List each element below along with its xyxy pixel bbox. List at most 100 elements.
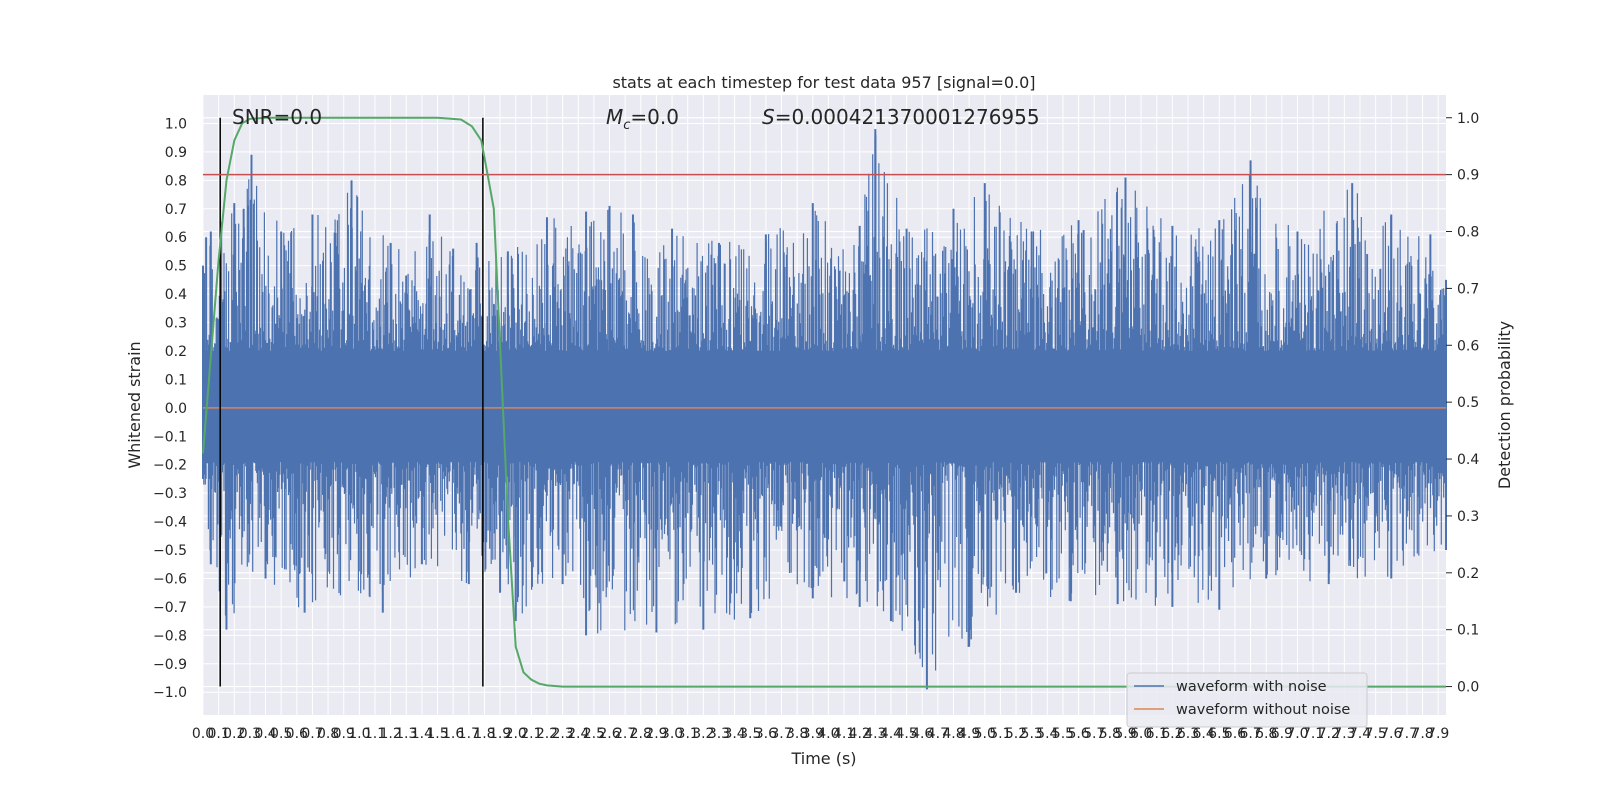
y-tick-label-left: 0.4 (165, 287, 187, 303)
x-tick-label: 5.4 (1036, 726, 1058, 742)
x-tick-label: 6.2 (1161, 726, 1183, 742)
x-tick-label: 7.9 (1427, 726, 1449, 742)
y-tick-label-left: 0.0 (165, 401, 187, 417)
left-y-axis-ticks: 1.0 0.9 0.8 0.7 0.6 0.5 0.4 0.3 0.2 0.1 0.0 −0.1 −0.… (153, 116, 187, 701)
x-tick-label: 4.2 (849, 726, 871, 742)
x-tick-label: 0.8 (317, 726, 339, 742)
waveform-with-noise-series (202, 129, 1447, 690)
x-tick-label: 3.8 (786, 726, 808, 742)
x-tick-label: 6.3 (1177, 726, 1199, 742)
y-axis-label-right: Detection probability (1495, 321, 1514, 489)
x-tick-label: 0.2 (223, 726, 245, 742)
x-tick-label: 4.9 (958, 726, 980, 742)
x-tick-label: 5.5 (1052, 726, 1074, 742)
x-tick-label: 3.1 (677, 726, 699, 742)
y-tick-label-left: 0.6 (165, 230, 187, 246)
x-tick-label: 2.3 (551, 726, 573, 742)
x-tick-label: 0.7 (301, 726, 323, 742)
x-tick-label: 3.4 (723, 726, 745, 742)
x-tick-label: 5.8 (1099, 726, 1121, 742)
snr-annotation: SNR=0.0 (232, 105, 322, 129)
detection-probability-line (202, 116, 1446, 688)
x-tick-label: 5.2 (1005, 726, 1027, 742)
x-tick-label: 2.2 (536, 726, 558, 742)
y-tick-label-left: 0.5 (165, 259, 187, 275)
y-tick-label-right: 1.0 (1457, 111, 1479, 127)
x-tick-label: 1.7 (458, 726, 480, 742)
x-tick-label: 6.9 (1271, 726, 1293, 742)
x-tick-label: 4.0 (817, 726, 839, 742)
x-tick-label: 7.2 (1318, 726, 1340, 742)
x-tick-label: 4.6 (911, 726, 933, 742)
detection-probability-series (202, 116, 1446, 688)
x-tick-label: 4.1 (833, 726, 855, 742)
x-tick-label: 0.4 (254, 726, 276, 742)
x-tick-label: 1.9 (489, 726, 511, 742)
x-tick-label: 1.2 (379, 726, 401, 742)
y-tick-label-right: 0.0 (1457, 680, 1479, 696)
x-tick-label: 1.6 (442, 726, 464, 742)
x-tick-label: 2.1 (520, 726, 542, 742)
chart-title: stats at each timestep for test data 957… (612, 73, 1035, 92)
y-tick-label-left: −0.8 (153, 628, 187, 644)
x-tick-label: 2.4 (567, 726, 589, 742)
x-tick-label: 2.6 (598, 726, 620, 742)
y-tick-label-left: 1.0 (165, 116, 187, 132)
y-tick-label-left: −0.4 (153, 515, 187, 531)
x-tick-label: 6.5 (1208, 726, 1230, 742)
x-tick-label: 5.7 (1083, 726, 1105, 742)
x-tick-label: 3.7 (770, 726, 792, 742)
y-tick-label-left: 0.3 (165, 316, 187, 332)
x-tick-label: 4.7 (927, 726, 949, 742)
x-tick-label: 5.1 (989, 726, 1011, 742)
y-tick-label-right: 0.9 (1457, 168, 1479, 184)
x-tick-label: 6.0 (1130, 726, 1152, 742)
y-tick-label-left: −0.6 (153, 571, 187, 587)
y-axis-label-left: Whitened strain (125, 341, 144, 468)
x-tick-label: 3.2 (692, 726, 714, 742)
x-tick-label: 7.0 (1286, 726, 1308, 742)
y-tick-label-right: 0.1 (1457, 623, 1479, 639)
y-tick-label-left: −0.2 (153, 458, 187, 474)
x-tick-label: 2.7 (614, 726, 636, 742)
x-tick-label: 2.0 (505, 726, 527, 742)
chirp-mass-value: =0.0 (630, 105, 679, 129)
x-tick-label: 3.6 (755, 726, 777, 742)
x-tick-label: 4.4 (880, 726, 902, 742)
x-tick-label: 1.1 (364, 726, 386, 742)
x-tick-label: 5.0 (974, 726, 996, 742)
y-tick-label-left: 0.2 (165, 344, 187, 360)
s-value: =0.000421370001276955 (775, 105, 1040, 129)
legend-label-noise: waveform with noise (1176, 679, 1327, 695)
x-tick-label: 6.8 (1255, 726, 1277, 742)
x-tick-label: 7.4 (1349, 726, 1371, 742)
x-tick-label: 0.0 (192, 726, 214, 742)
x-tick-label: 7.7 (1396, 726, 1418, 742)
x-tick-label: 4.3 (864, 726, 886, 742)
chirp-mass-annotation: Mc=0.0 (606, 105, 679, 133)
y-tick-label-left: −1.0 (153, 685, 187, 701)
x-tick-label: 5.6 (1067, 726, 1089, 742)
x-tick-label: 5.3 (1021, 726, 1043, 742)
x-tick-label: 4.8 (942, 726, 964, 742)
x-tick-label: 3.3 (708, 726, 730, 742)
y-tick-label-left: 0.8 (165, 173, 187, 189)
x-tick-label: 1.5 (426, 726, 448, 742)
legend-box (1126, 672, 1368, 728)
x-tick-label: 7.8 (1411, 726, 1433, 742)
y-tick-label-right: 0.3 (1457, 509, 1479, 525)
y-tick-label-left: −0.7 (153, 600, 187, 616)
x-tick-label: 6.1 (1146, 726, 1168, 742)
s-symbol: S (762, 105, 775, 129)
x-tick-label: 7.3 (1333, 726, 1355, 742)
x-tick-label: 0.3 (239, 726, 261, 742)
x-tick-label: 5.9 (1114, 726, 1136, 742)
x-tick-label: 0.6 (286, 726, 308, 742)
marker-lines (219, 117, 484, 687)
y-tick-label-right: 0.2 (1457, 566, 1479, 582)
x-tick-label: 0.5 (270, 726, 292, 742)
x-tick-label: 1.0 (348, 726, 370, 742)
x-tick-label: 1.8 (473, 726, 495, 742)
x-tick-label: 2.5 (583, 726, 605, 742)
